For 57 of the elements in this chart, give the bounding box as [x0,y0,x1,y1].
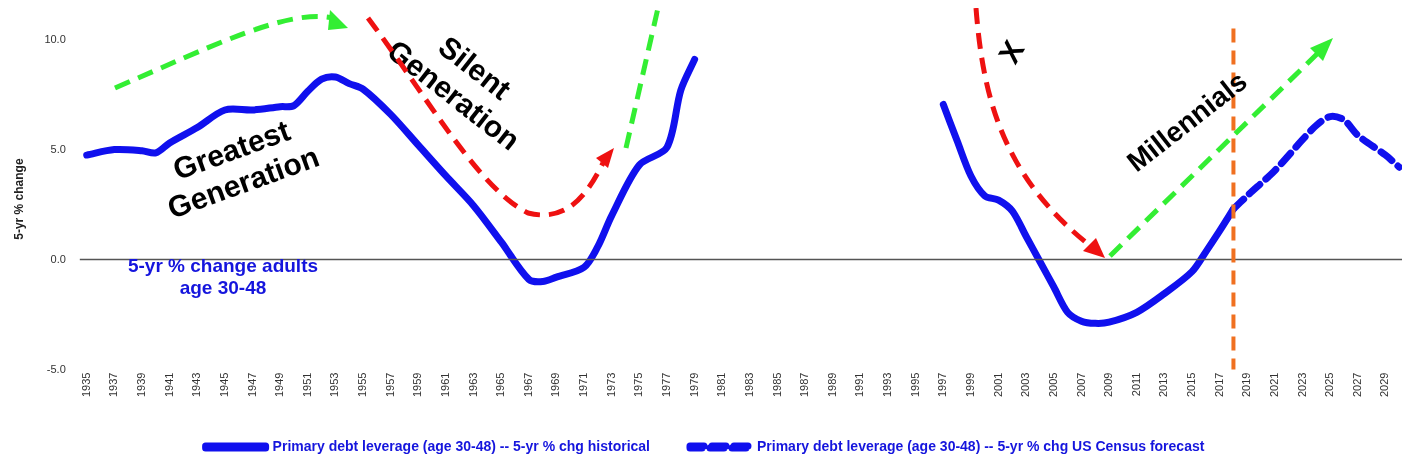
annotation: X [991,34,1031,69]
x-tick-label: 2017 [1212,372,1225,398]
x-tick-label: 1967 [521,372,534,398]
x-tick-label: 1949 [273,372,286,398]
x-tick-label: 1961 [438,372,451,398]
x-tick-label: 1937 [107,372,120,398]
x-tick-label: 2009 [1102,372,1115,398]
x-tick-label: 2013 [1157,372,1170,398]
x-tick-label: 1945 [217,372,230,398]
y-tick-label: 5.0 [50,142,66,155]
x-tick-label: 1983 [742,372,755,398]
x-tick-label: 1991 [853,372,866,398]
x-tick-label: 1997 [936,372,949,398]
x-tick-label: 1947 [245,372,258,398]
y-axis-title: 5-yr % change [11,158,26,240]
x-tick-label: 1995 [908,372,921,398]
legend-label: Primary debt leverage (age 30-48) -- 5-yr % chg historical [272,437,650,454]
x-tick-label: 2011 [1129,372,1142,397]
x-tick-label: 1981 [715,372,728,398]
x-tick-label: 2023 [1295,372,1308,398]
x-tick-label: 1993 [881,372,894,398]
x-tick-label: 2025 [1323,372,1336,398]
y-tick-label: 0.0 [50,252,66,265]
x-tick-label: 1955 [356,372,369,398]
x-tick-label: 1987 [798,372,811,398]
x-tick-label: 2021 [1267,372,1280,398]
x-tick-label: 2007 [1074,372,1087,398]
x-tick-label: 1943 [190,372,203,398]
x-tick-label: 1953 [328,372,341,398]
x-tick-label: 1959 [411,372,424,398]
x-tick-label: 2005 [1046,372,1059,398]
x-tick-label: 1975 [632,372,645,398]
x-tick-label: 1979 [687,372,700,398]
x-tick-label: 1951 [300,372,313,398]
x-tick-label: 1977 [660,372,673,398]
x-tick-label: 2001 [991,372,1004,398]
x-tick-label: 1971 [577,372,590,398]
x-tick-label: 2027 [1350,372,1363,398]
y-tick-label: -5.0 [46,362,66,375]
x-tick-label: 1965 [494,372,507,398]
x-tick-label: 1989 [825,372,838,398]
legend-label: Primary debt leverage (age 30-48) -- 5-yr % chg US Census forecast [756,437,1205,454]
x-tick-label: 1973 [604,372,617,398]
x-tick-label: 1985 [770,372,783,398]
x-tick-label: 2003 [1019,372,1032,398]
x-tick-label: 1941 [162,372,175,398]
x-tick-label: 2015 [1185,372,1198,398]
x-tick-label: 1935 [79,372,92,398]
x-tick-label: 1963 [466,372,479,398]
y-tick-label: 10.0 [44,32,66,45]
x-tick-label: 1939 [135,372,148,398]
x-tick-label: 2019 [1240,372,1253,398]
annotation: 5-yr % change adults age 30-48 [127,255,319,299]
x-tick-label: 1957 [383,372,396,398]
x-tick-label: 1999 [963,372,976,398]
x-tick-label: 2029 [1378,372,1391,398]
x-tick-label: 1969 [549,372,562,398]
